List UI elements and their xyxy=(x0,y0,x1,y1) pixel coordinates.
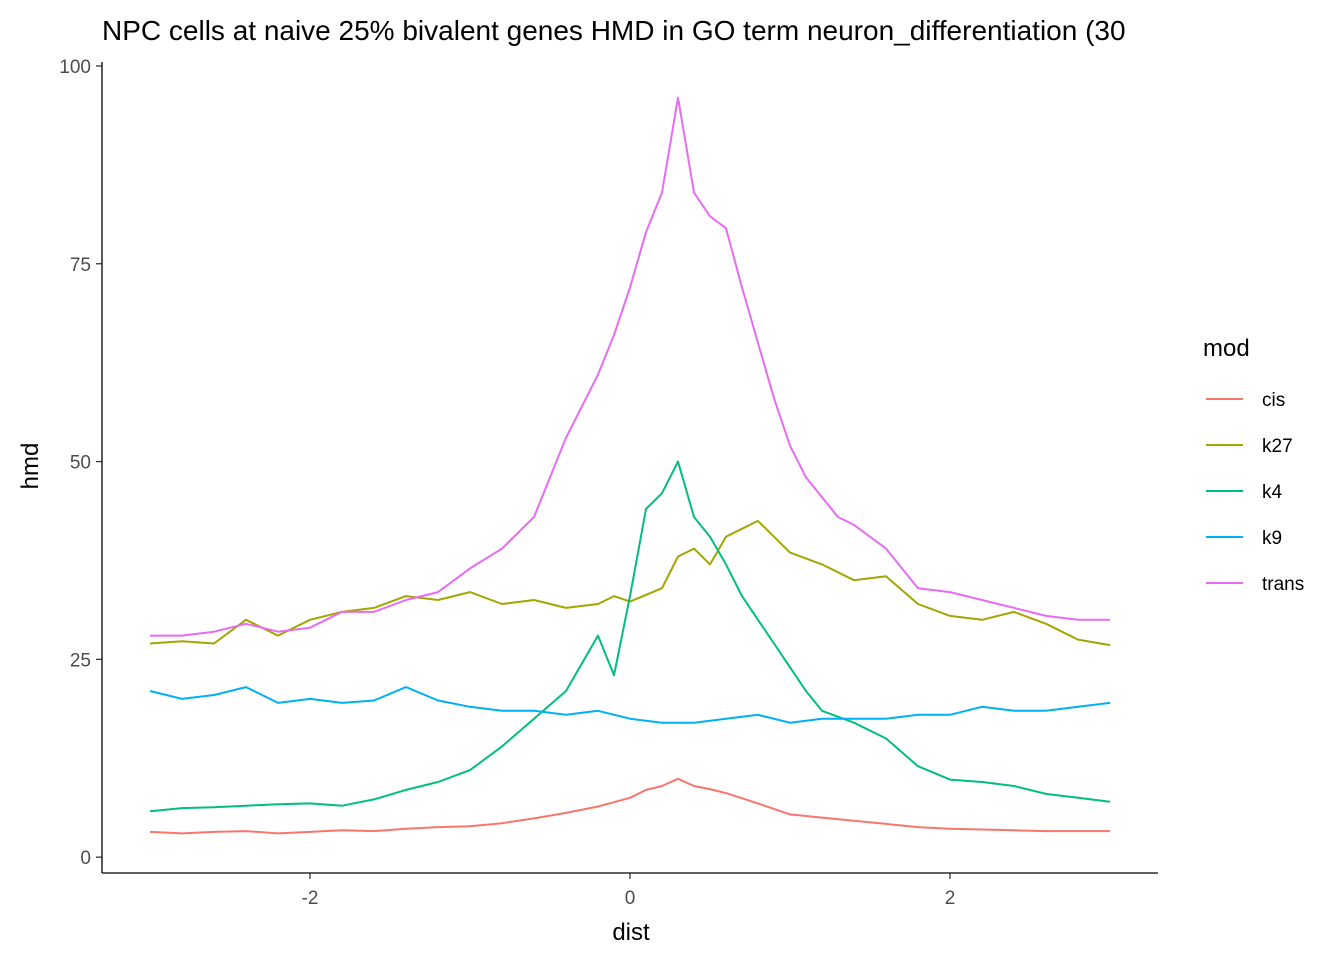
series-line-cis xyxy=(149,777,1110,835)
legend-label-k4: k4 xyxy=(1262,482,1283,503)
x-tick-label: 2 xyxy=(945,888,956,909)
series-line-trans xyxy=(150,96,1110,637)
legend-label-trans: trans xyxy=(1262,574,1304,595)
x-tick-label: 0 xyxy=(625,888,636,909)
y-axis-ticks: 0 25 50 75 100 xyxy=(59,57,102,869)
legend-label-k27: k27 xyxy=(1262,436,1293,457)
x-axis-title: dist xyxy=(612,919,650,946)
chart-title: NPC cells at naive 25% bivalent genes HM… xyxy=(102,15,1126,46)
series-line-k4 xyxy=(149,460,1111,813)
legend: mod cis k27 k4 k9 trans xyxy=(1203,335,1304,595)
y-tick-label: 25 xyxy=(70,650,91,671)
series-line-k9 xyxy=(149,686,1111,724)
x-axis-ticks: -2 0 2 xyxy=(302,873,956,909)
legend-items: cis k27 k4 k9 trans xyxy=(1206,390,1304,595)
x-tick-label: -2 xyxy=(302,888,319,909)
series-line-k27 xyxy=(149,519,1111,647)
legend-title: mod xyxy=(1203,335,1250,362)
y-tick-label: 100 xyxy=(59,57,91,78)
legend-label-k9: k9 xyxy=(1262,528,1282,549)
y-tick-label: 0 xyxy=(80,848,91,869)
legend-label-cis: cis xyxy=(1262,390,1285,411)
y-axis-title: hmd xyxy=(17,443,44,490)
plot-area xyxy=(149,96,1111,835)
y-tick-label: 75 xyxy=(70,255,91,276)
y-tick-label: 50 xyxy=(70,453,91,474)
